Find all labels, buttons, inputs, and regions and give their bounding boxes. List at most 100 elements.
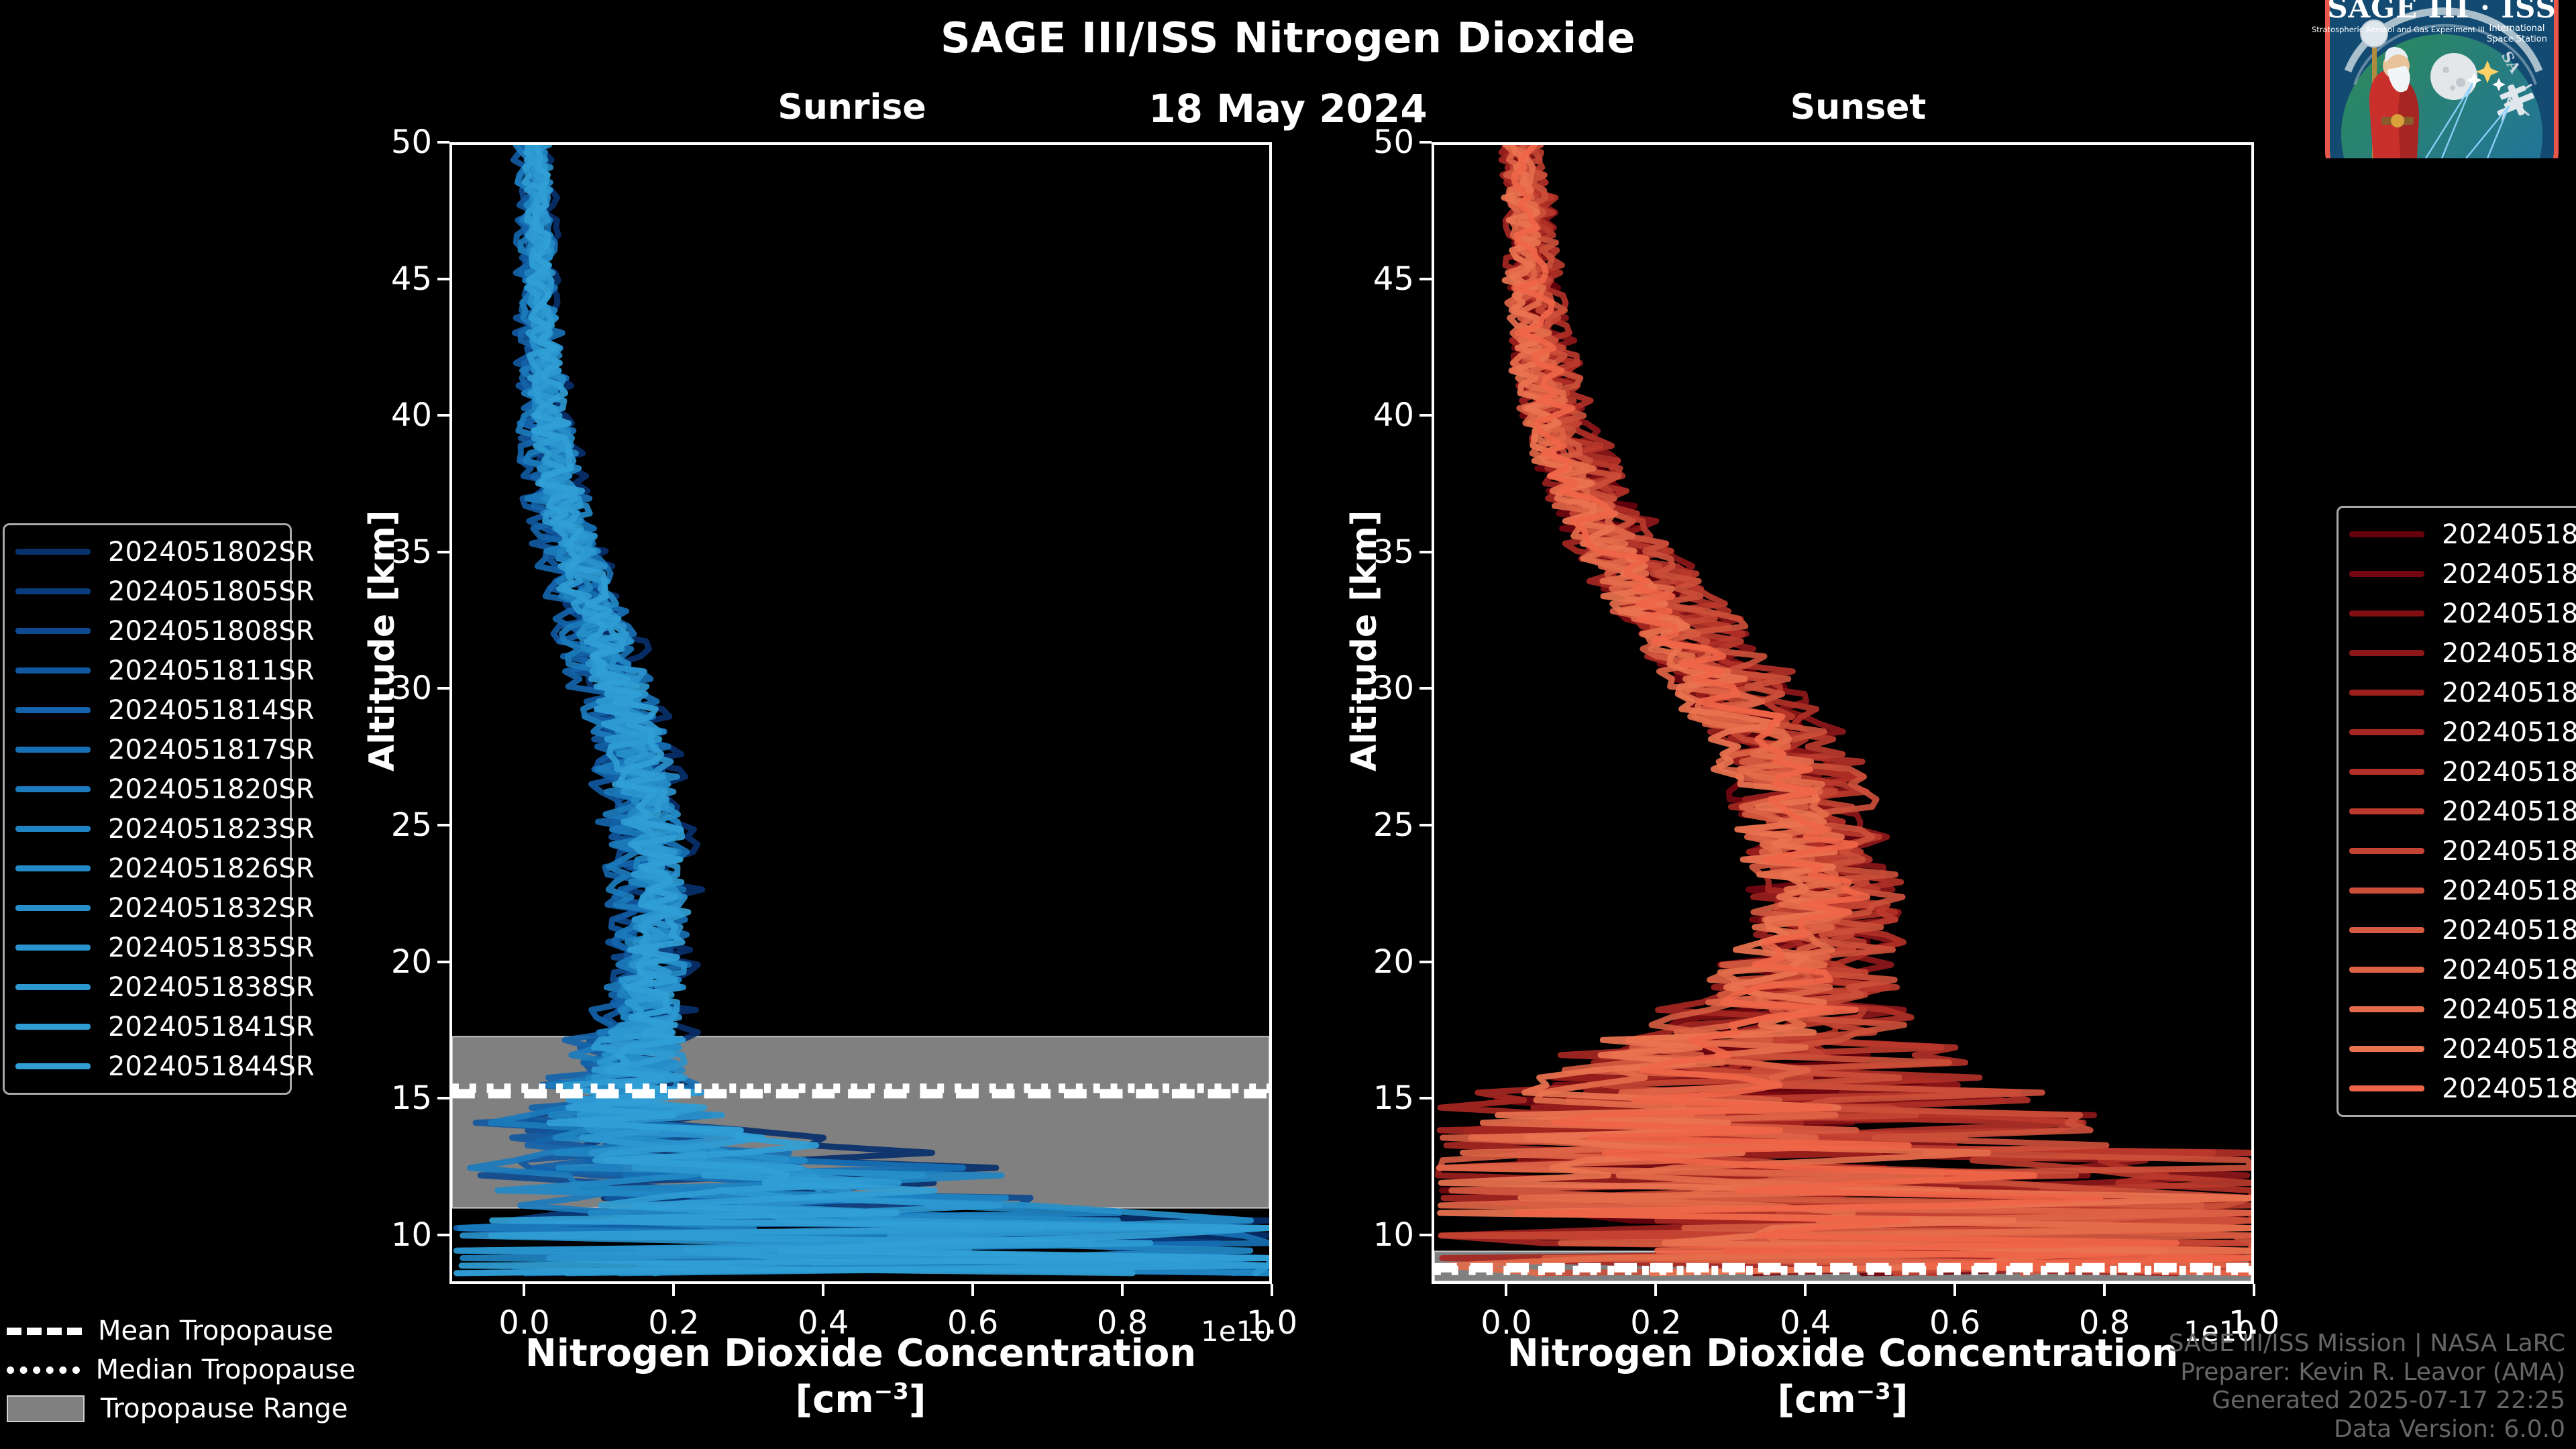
tropopause-legend: Mean Tropopause Median Tropopause Tropop…: [7, 1311, 356, 1428]
legend-item-2024051818SS[interactable]: 2024051818SS: [2349, 712, 2576, 752]
legend-item-2024051808SR[interactable]: 2024051808SR: [15, 611, 315, 651]
legend-color-swatch: [15, 549, 91, 555]
legend-item-2024051812SS[interactable]: 2024051812SS: [2349, 633, 2576, 673]
legend-item-2024051832SR[interactable]: 2024051832SR: [15, 888, 315, 928]
legend-color-swatch: [2349, 848, 2424, 854]
legend-color-swatch: [2349, 1085, 2424, 1091]
sage-iii-iss-logo: SA SAGE III · ISS Stratospheric Aerosol …: [2308, 0, 2576, 189]
y-tick-label: 10: [1373, 1216, 1414, 1254]
legend-item-2024051827SS[interactable]: 2024051827SS: [2349, 831, 2576, 871]
legend-label: 2024051824SS: [2442, 796, 2576, 827]
legend-item-2024051836SS[interactable]: 2024051836SS: [2349, 950, 2576, 989]
x-tick-label: 0.4: [798, 1304, 849, 1342]
legend-item-2024051817SR[interactable]: 2024051817SR: [15, 730, 315, 769]
legend-item-2024051824SS[interactable]: 2024051824SS: [2349, 792, 2576, 831]
y-tick-label: 10: [390, 1216, 432, 1254]
y-tick-label: 35: [1373, 533, 1414, 571]
sunrise-y-axis-label: Altitude [km]: [362, 510, 402, 771]
y-tick-mark: [437, 1233, 449, 1236]
legend-item-2024051803SS[interactable]: 2024051803SS: [2349, 515, 2576, 554]
legend-color-swatch: [2349, 531, 2424, 537]
y-tick-label: 50: [1373, 123, 1414, 161]
y-tick-mark: [437, 687, 449, 690]
legend-item-2024051839SS[interactable]: 2024051839SS: [2349, 989, 2576, 1029]
x-tick-mark: [1271, 1284, 1273, 1296]
legend-label: 2024051842SS: [2442, 1033, 2576, 1065]
legend-label-tropopause-range: Tropopause Range: [101, 1393, 348, 1424]
legend-label: 2024051805SR: [108, 576, 315, 607]
legend-item-2024051820SR[interactable]: 2024051820SR: [15, 769, 315, 809]
x-tick-mark: [523, 1284, 526, 1296]
logo-subtitle-right-1: International: [2489, 23, 2545, 34]
legend-label: 2024051808SR: [108, 615, 315, 647]
legend-label: 2024051833SS: [2442, 914, 2576, 946]
y-tick-mark: [1419, 823, 1432, 826]
y-tick-label: 40: [390, 396, 432, 435]
legend-item-2024051841SR[interactable]: 2024051841SR: [15, 1007, 315, 1046]
x-tick-mark: [1121, 1284, 1124, 1296]
legend-item-2024051830SS[interactable]: 2024051830SS: [2349, 871, 2576, 910]
y-tick-label: 40: [1373, 396, 1414, 435]
x-tick-mark: [672, 1284, 676, 1296]
legend-label: 2024051838SR: [108, 971, 315, 1003]
sunrise-plot-canvas: [452, 145, 1269, 1277]
x-tick-label: 0.2: [1630, 1304, 1682, 1342]
legend-item-2024051842SS[interactable]: 2024051842SS: [2349, 1029, 2576, 1069]
legend-color-swatch: [2349, 571, 2424, 577]
sunrise-legend[interactable]: 2024051802SR 2024051805SR 2024051808SR 2024…: [3, 523, 315, 1095]
y-tick-mark: [1419, 141, 1432, 144]
sunrise-x-axis-units: [cm−3]: [795, 1378, 926, 1421]
y-tick-mark: [1419, 687, 1432, 690]
legend-item-2024051811SR[interactable]: 2024051811SR: [15, 651, 315, 690]
legend-item-2024051809SS[interactable]: 2024051809SS: [2349, 594, 2576, 633]
sunset-legend[interactable]: 2024051803SS 2024051806SS 2024051809SS 2024…: [2337, 506, 2576, 1117]
legend-item-2024051802SR[interactable]: 2024051802SR: [15, 532, 315, 572]
legend-color-swatch: [2349, 967, 2424, 973]
legend-item-2024051838SR[interactable]: 2024051838SR: [15, 967, 315, 1007]
legend-color-swatch: [15, 628, 91, 634]
legend-color-swatch: [2349, 808, 2424, 814]
dashed-line-icon: [7, 1327, 82, 1335]
legend-color-swatch: [15, 707, 91, 713]
legend-item-2024051845SS[interactable]: 2024051845SS: [2349, 1069, 2576, 1108]
sunrise-exponent-label: 1e10: [1201, 1315, 1273, 1348]
legend-color-swatch: [15, 865, 91, 871]
y-tick-label: 45: [1373, 260, 1414, 298]
legend-label: 2024051839SS: [2442, 994, 2576, 1025]
legend-label: 2024051823SR: [108, 813, 315, 845]
x-tick-mark: [971, 1284, 975, 1296]
legend-color-swatch: [2349, 769, 2424, 775]
legend-item-2024051833SS[interactable]: 2024051833SS: [2349, 910, 2576, 950]
legend-item-2024051814SR[interactable]: 2024051814SR: [15, 690, 315, 730]
legend-item-2024051815SS[interactable]: 2024051815SS: [2349, 673, 2576, 712]
legend-label: 2024051841SR: [108, 1011, 315, 1042]
legend-item-2024051806SS[interactable]: 2024051806SS: [2349, 554, 2576, 594]
page-title: SAGE III/ISS Nitrogen Dioxide: [940, 13, 1636, 62]
y-tick-mark: [437, 141, 449, 144]
y-tick-mark: [437, 414, 449, 417]
legend-color-swatch: [2349, 927, 2424, 933]
legend-item-2024051821SS[interactable]: 2024051821SS: [2349, 752, 2576, 792]
y-tick-label: 15: [1373, 1079, 1414, 1118]
y-tick-label: 25: [1373, 806, 1414, 844]
legend-item-2024051835SR[interactable]: 2024051835SR: [15, 928, 315, 967]
legend-item-2024051823SR[interactable]: 2024051823SR: [15, 809, 315, 849]
x-tick-mark: [1953, 1284, 1957, 1296]
legend-item-2024051805SR[interactable]: 2024051805SR: [15, 572, 315, 611]
legend-color-swatch: [15, 588, 91, 594]
legend-label: 2024051809SS: [2442, 598, 2576, 629]
legend-label: 2024051815SS: [2442, 677, 2576, 708]
band-swatch-icon: [7, 1395, 85, 1422]
y-tick-label: 30: [390, 669, 432, 708]
x-tick-label: 0.4: [1780, 1304, 1831, 1342]
sunset-plot-area: [1432, 142, 2254, 1284]
legend-label: 2024051835SR: [108, 932, 315, 963]
x-tick-label: 0.6: [1929, 1304, 1981, 1342]
legend-color-swatch: [15, 747, 91, 753]
legend-label: 2024051811SR: [108, 655, 315, 686]
legend-item-2024051826SR[interactable]: 2024051826SR: [15, 849, 315, 888]
legend-label: 2024051836SS: [2442, 954, 2576, 985]
legend-item-2024051844SR[interactable]: 2024051844SR: [15, 1046, 315, 1086]
y-tick-mark: [1419, 277, 1432, 280]
y-tick-label: 20: [1373, 943, 1414, 981]
